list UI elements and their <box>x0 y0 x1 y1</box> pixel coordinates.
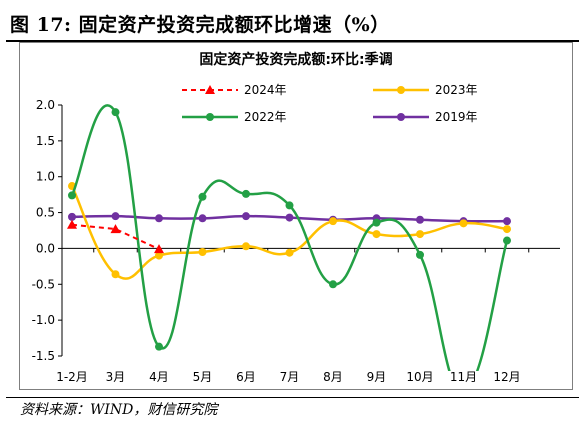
x-tick-label-8: 9月 <box>367 370 387 384</box>
data-point-2023-5 <box>242 242 250 251</box>
series-2024 <box>67 219 164 254</box>
data-point-2023-10 <box>459 219 468 228</box>
axes: 2.0 1.5 1.0 0.5 0.0 -0.5 -1.0 -1.51-2月 3月 4月 5月 6月 7… <box>32 98 560 384</box>
data-point-2024-2 <box>110 224 121 234</box>
data-point-2019-9 <box>416 215 424 224</box>
x-tick-label-7: 8月 <box>323 370 343 384</box>
x-tick-label-11: 12月 <box>493 370 520 384</box>
data-point-2022-2 <box>111 108 120 117</box>
series-layer <box>67 104 511 371</box>
data-point-2019-2 <box>111 212 120 221</box>
data-point-2024-3 <box>154 244 164 254</box>
legend-label: 2024年 <box>244 83 287 97</box>
figure-title: 图 17: 固定资产投资完成额环比增速（%） <box>10 14 390 36</box>
series-line-2024 <box>71 223 160 251</box>
legend-item-2019: 2019年 <box>373 110 478 124</box>
data-point-2022-1 <box>68 191 76 200</box>
y-tick-label-0p0: 0.0 <box>36 241 55 255</box>
data-point-2023-6 <box>285 248 294 257</box>
data-point-2022-5 <box>242 189 250 198</box>
series-line-2023 <box>70 185 508 280</box>
y-tick-label-1p5: 1.5 <box>36 134 55 148</box>
line-chart: 固定资产投资完成额:环比:季调 2.0 1.5 1.0 0.5 0.0 -0.5 -1.0 -… <box>32 51 560 384</box>
figure-header: 图 17: 固定资产投资完成额环比增速（%） <box>6 8 579 42</box>
legend-label: 2022年 <box>244 110 287 124</box>
x-tick-label-3: 4月 <box>149 370 169 384</box>
data-point-2023-9 <box>416 230 424 239</box>
legend-item-2023: 2023年 <box>373 83 478 97</box>
data-point-2022-6 <box>285 201 294 210</box>
y-tick-label-1p0: 1.0 <box>36 170 55 184</box>
legend-marker <box>397 113 405 121</box>
source-note: 资料来源：WIND，财信研究院 <box>6 397 579 423</box>
legend-label: 2023年 <box>435 83 478 97</box>
y-tick-label-0p5: 0.5 <box>36 206 55 220</box>
series-2022 <box>68 104 511 371</box>
data-point-2019-4 <box>198 214 207 223</box>
chart-title: 固定资产投资完成额:环比:季调 <box>199 51 392 68</box>
legend: 2024年 2023年 2022年 2019年 <box>182 83 478 124</box>
x-tick-label-5: 6月 <box>236 370 256 384</box>
data-point-2024-1 <box>67 219 77 229</box>
y-tick-label--1p5: -1.5 <box>32 349 55 363</box>
data-point-2022-4 <box>198 192 207 201</box>
data-point-2023-7 <box>329 217 337 226</box>
x-tick-label-10: 11月 <box>450 370 477 384</box>
data-point-2023-11 <box>503 225 511 234</box>
chart-frame: 固定资产投资完成额:环比:季调 2.0 1.5 1.0 0.5 0.0 -0.5 -1.0 -… <box>19 42 573 390</box>
data-point-2022-7 <box>329 280 337 289</box>
x-tick-label-1: 1-2月 <box>56 370 88 384</box>
data-point-2022-3 <box>155 342 163 351</box>
y-tick-label--1p0: -1.0 <box>32 313 55 327</box>
x-tick-label-6: 7月 <box>280 370 300 384</box>
legend-marker <box>205 85 215 94</box>
data-point-2019-3 <box>155 214 163 223</box>
data-point-2023-2 <box>111 270 120 279</box>
data-point-2019-6 <box>285 213 294 222</box>
legend-marker <box>397 86 405 94</box>
series-2023 <box>68 182 511 280</box>
x-tick-label-9: 10月 <box>406 370 433 384</box>
data-point-2023-4 <box>198 248 207 257</box>
data-point-2019-11 <box>503 217 511 226</box>
y-tick-label--0p5: -0.5 <box>32 277 55 291</box>
data-point-2022-8 <box>372 218 381 227</box>
data-point-2019-5 <box>242 212 250 221</box>
legend-marker <box>206 113 214 121</box>
data-point-2023-8 <box>372 230 381 239</box>
legend-item-2024: 2024年 <box>182 83 287 97</box>
x-tick-label-4: 5月 <box>193 370 213 384</box>
series-line-2022 <box>70 104 509 371</box>
legend-item-2022: 2022年 <box>182 110 287 124</box>
y-tick-label-2p0: 2.0 <box>36 98 55 112</box>
x-tick-label-2: 3月 <box>106 370 126 384</box>
data-point-2019-1 <box>68 212 76 221</box>
legend-label: 2019年 <box>435 110 478 124</box>
data-point-2022-11 <box>503 236 511 245</box>
data-point-2022-9 <box>416 250 424 259</box>
series-2019 <box>68 212 511 226</box>
data-point-2023-3 <box>155 251 163 260</box>
